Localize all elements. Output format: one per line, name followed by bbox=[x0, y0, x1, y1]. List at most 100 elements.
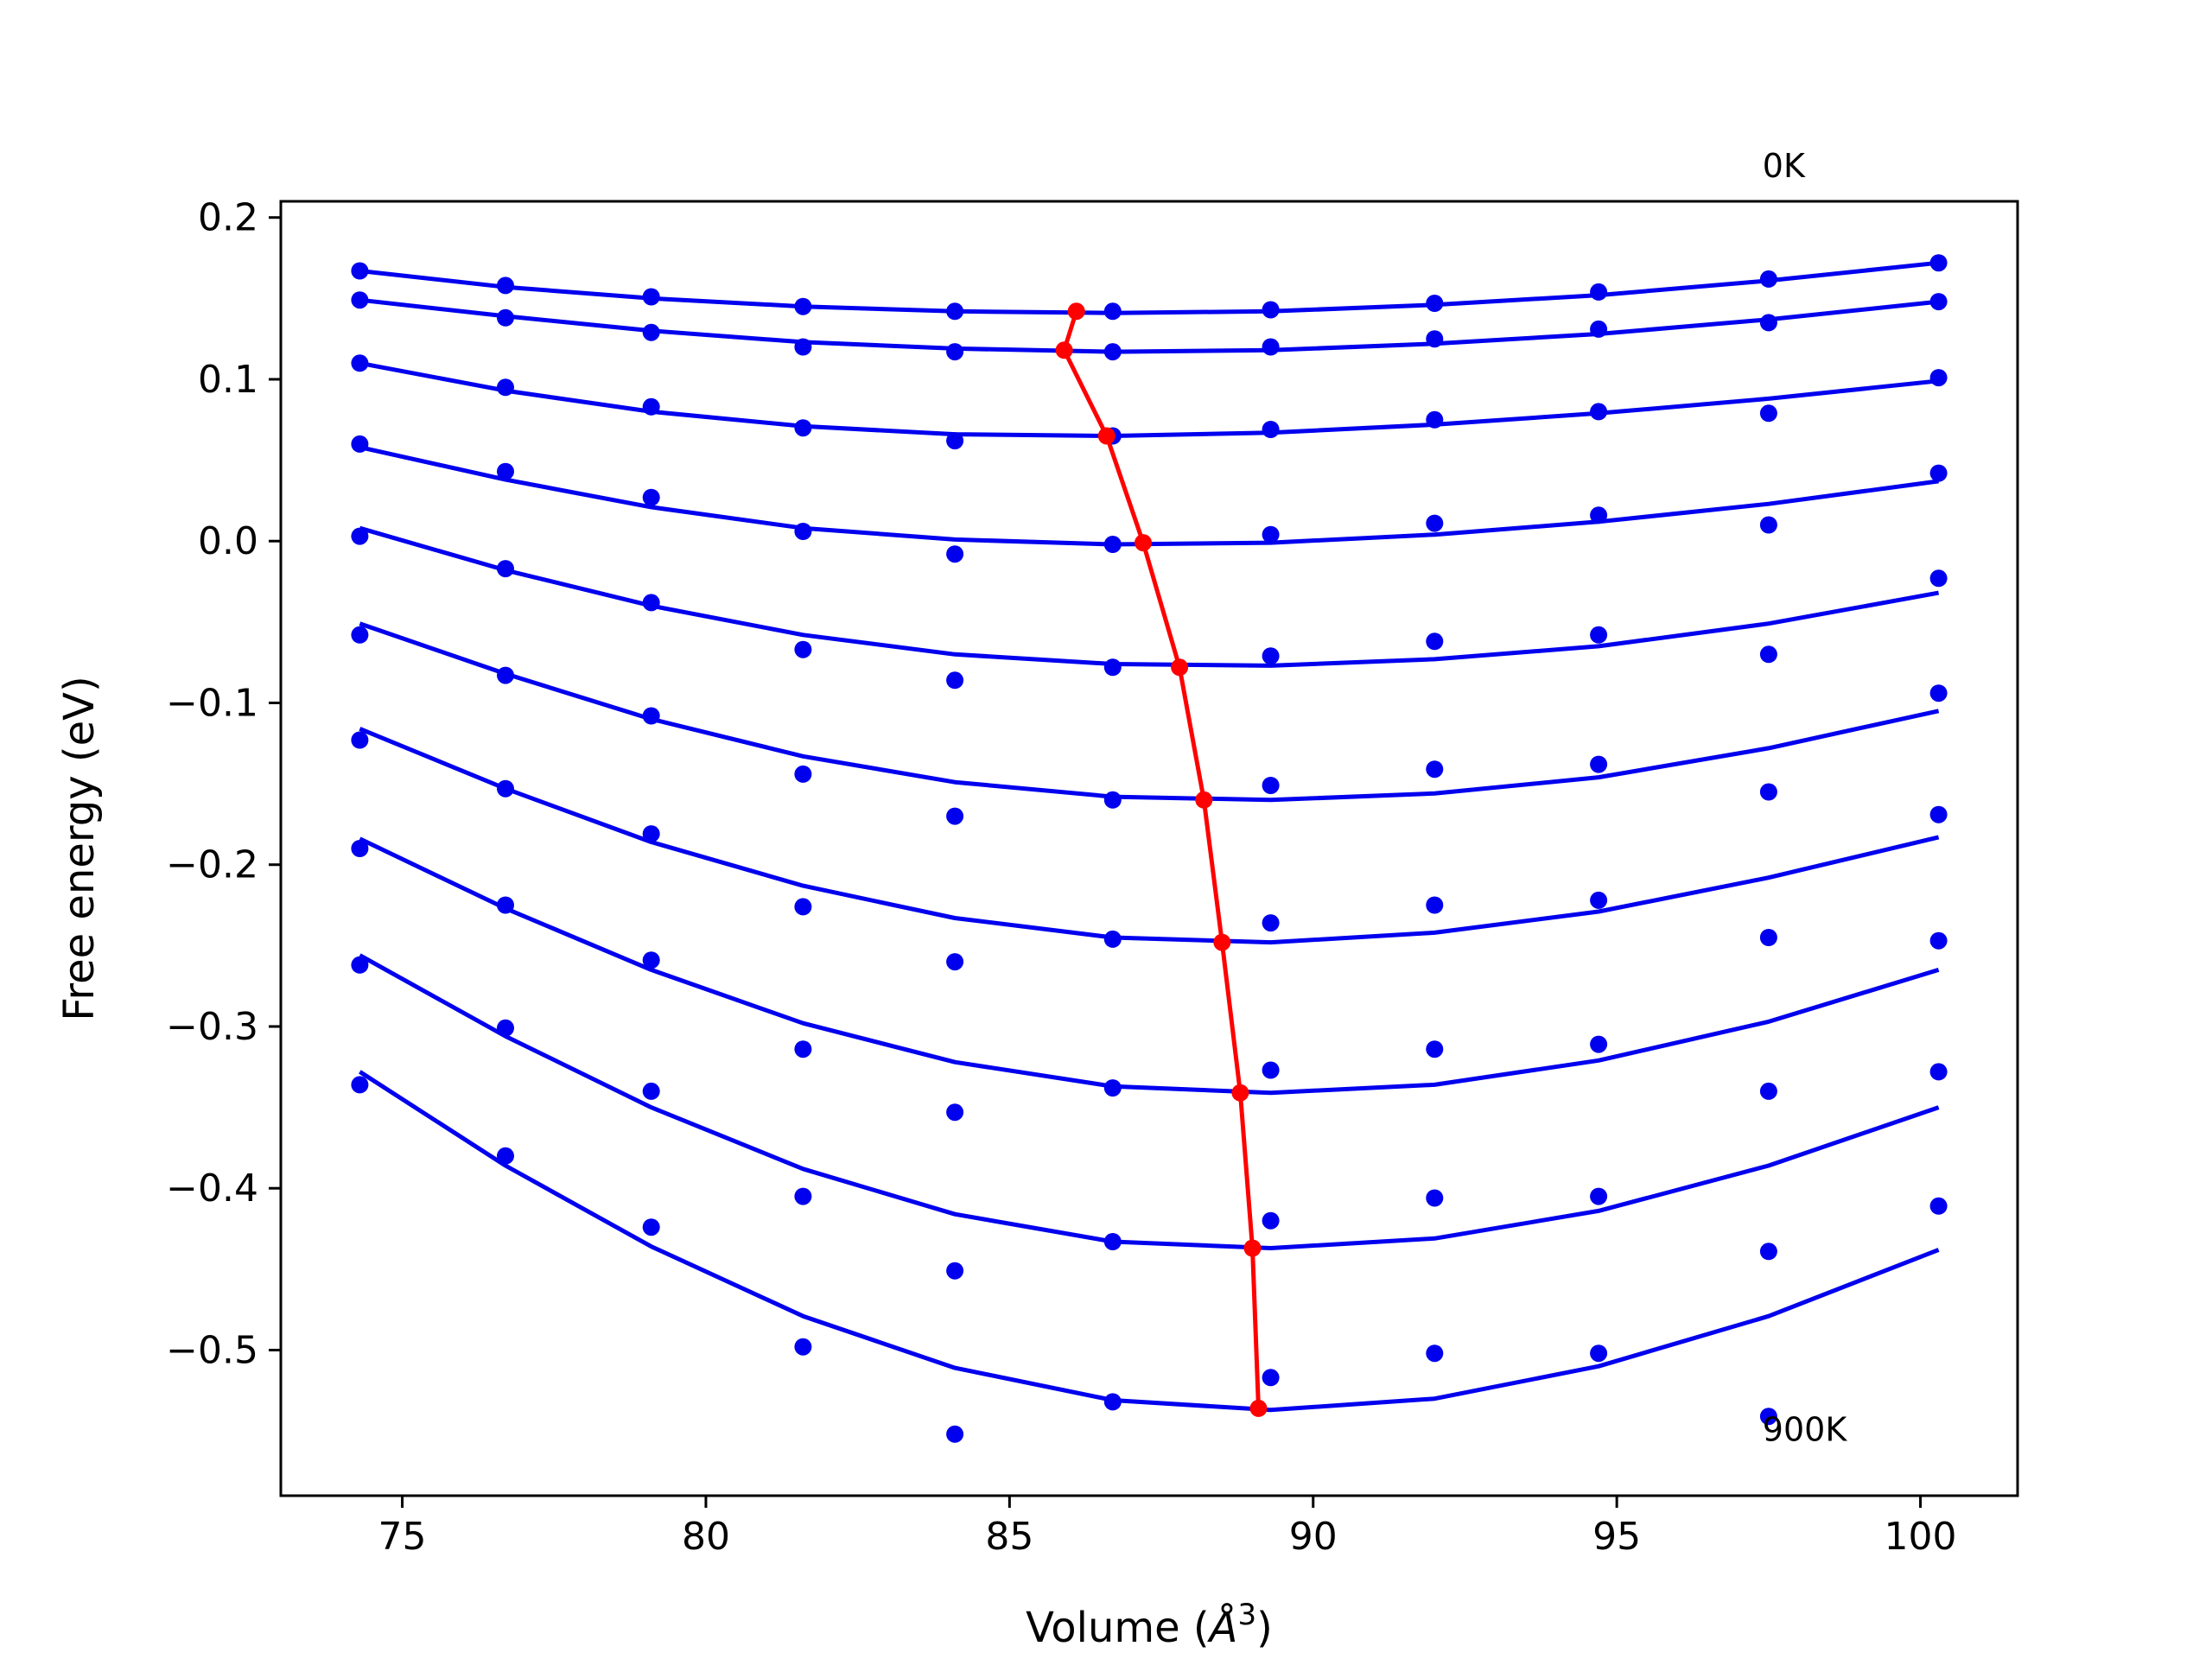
data-point-8-8 bbox=[1590, 1187, 1608, 1205]
data-point-6-2 bbox=[642, 825, 660, 843]
data-point-4-9 bbox=[1759, 645, 1777, 664]
x-tick-label-3: 90 bbox=[1289, 1515, 1338, 1559]
data-point-7-4 bbox=[946, 1103, 964, 1122]
data-point-1-10 bbox=[1929, 293, 1948, 311]
data-point-0-1 bbox=[497, 276, 514, 295]
data-point-1-9 bbox=[1759, 314, 1777, 332]
data-point-4-8 bbox=[1590, 626, 1608, 644]
data-point-5-3 bbox=[794, 765, 812, 783]
data-point-2-8 bbox=[1590, 403, 1608, 421]
data-point-7-5 bbox=[1103, 1079, 1122, 1097]
y-tick-label-7: 0.2 bbox=[198, 196, 258, 240]
data-point-9-5 bbox=[1103, 1393, 1122, 1411]
data-point-2-6 bbox=[1262, 421, 1280, 438]
data-point-3-10 bbox=[1929, 464, 1948, 482]
data-point-0-3 bbox=[794, 297, 812, 315]
y-tick-label-0: −0.5 bbox=[166, 1328, 258, 1372]
annotation-900k: 900K bbox=[1763, 1410, 1848, 1448]
data-point-8-6 bbox=[1262, 1211, 1280, 1230]
data-point-0-4 bbox=[946, 302, 964, 321]
y-tick-label-6: 0.1 bbox=[198, 358, 258, 402]
x-tick-label-5: 100 bbox=[1885, 1515, 1957, 1559]
data-point-7-6 bbox=[1262, 1061, 1280, 1079]
data-point-2-4 bbox=[946, 432, 964, 450]
data-point-2-9 bbox=[1759, 404, 1777, 423]
y-axis-label: Free energy (eV) bbox=[55, 676, 104, 1020]
minimum-point-4 bbox=[1171, 658, 1189, 677]
data-point-9-8 bbox=[1590, 1344, 1608, 1363]
data-point-7-3 bbox=[794, 1040, 812, 1058]
data-point-0-8 bbox=[1590, 283, 1608, 301]
axes-frame bbox=[279, 200, 2019, 1497]
x-axis-label: Volume (Å3) bbox=[1026, 1598, 1273, 1652]
annotation-0k: 0K bbox=[1763, 147, 1806, 185]
data-point-7-9 bbox=[1759, 1082, 1777, 1100]
data-point-0-2 bbox=[642, 288, 660, 306]
minimum-point-8 bbox=[1243, 1239, 1262, 1257]
data-point-4-4 bbox=[946, 671, 964, 690]
data-point-8-5 bbox=[1103, 1233, 1122, 1250]
data-point-9-10 bbox=[1929, 1197, 1948, 1215]
data-point-9-1 bbox=[497, 1147, 514, 1165]
plot-area bbox=[351, 254, 1948, 1443]
data-point-3-2 bbox=[642, 488, 660, 506]
x-tick-label-2: 85 bbox=[985, 1515, 1033, 1559]
data-point-1-8 bbox=[1590, 320, 1608, 338]
minimum-line bbox=[1062, 310, 1261, 1408]
minimum-point-3 bbox=[1135, 534, 1152, 552]
data-point-5-8 bbox=[1590, 755, 1608, 773]
data-point-8-0 bbox=[351, 956, 369, 974]
data-point-3-7 bbox=[1426, 514, 1444, 532]
x-axis-label-text: Volume ( bbox=[1026, 1604, 1210, 1652]
data-point-4-7 bbox=[1426, 632, 1444, 651]
y-tick-label-1: −0.4 bbox=[166, 1166, 258, 1211]
minimum-point-6 bbox=[1213, 933, 1231, 951]
data-point-3-3 bbox=[794, 523, 812, 540]
data-point-0-6 bbox=[1262, 301, 1280, 319]
y-tick-label-4: −0.1 bbox=[166, 681, 258, 725]
data-point-6-3 bbox=[794, 898, 812, 916]
axis-ticks: 75 80 85 90 95 100 −0.5 −0.4 −0.3 −0.2 −0.1 0.0 0.1 0… bbox=[166, 196, 1956, 1559]
data-point-4-5 bbox=[1103, 658, 1122, 677]
data-point-0-9 bbox=[1759, 270, 1777, 288]
data-point-6-6 bbox=[1262, 914, 1280, 932]
data-point-1-1 bbox=[497, 308, 514, 327]
data-point-7-7 bbox=[1426, 1040, 1444, 1058]
data-point-1-3 bbox=[794, 338, 812, 356]
data-point-5-9 bbox=[1759, 783, 1777, 801]
data-point-3-4 bbox=[946, 545, 964, 563]
data-point-6-9 bbox=[1759, 929, 1777, 946]
data-point-2-0 bbox=[351, 354, 369, 372]
data-point-6-4 bbox=[946, 953, 964, 971]
data-point-2-7 bbox=[1426, 410, 1444, 429]
data-point-5-7 bbox=[1426, 760, 1444, 779]
data-point-9-4 bbox=[946, 1425, 964, 1443]
data-point-2-10 bbox=[1929, 369, 1948, 387]
data-point-4-6 bbox=[1262, 647, 1280, 665]
data-point-0-5 bbox=[1103, 302, 1122, 321]
data-point-3-6 bbox=[1262, 525, 1280, 543]
data-point-6-8 bbox=[1590, 891, 1608, 909]
data-point-4-3 bbox=[794, 640, 812, 658]
data-point-7-2 bbox=[642, 951, 660, 969]
x-axis-label-exponent: 3 bbox=[1237, 1598, 1256, 1632]
data-point-1-0 bbox=[351, 291, 369, 309]
x-tick-label-4: 95 bbox=[1592, 1515, 1641, 1559]
y-tick-label-3: −0.2 bbox=[166, 843, 258, 887]
data-point-8-7 bbox=[1426, 1189, 1444, 1207]
data-point-9-7 bbox=[1426, 1344, 1444, 1363]
data-point-2-2 bbox=[642, 397, 660, 416]
minimum-point-5 bbox=[1195, 791, 1213, 809]
x-tick-label-1: 80 bbox=[682, 1515, 730, 1559]
data-point-4-10 bbox=[1929, 569, 1948, 588]
data-point-9-0 bbox=[351, 1076, 369, 1094]
data-point-7-0 bbox=[351, 840, 369, 857]
data-point-8-4 bbox=[946, 1262, 964, 1280]
y-tick-label-2: −0.3 bbox=[166, 1005, 258, 1049]
data-point-4-2 bbox=[642, 594, 660, 612]
data-point-5-1 bbox=[497, 666, 514, 684]
data-point-4-0 bbox=[351, 527, 369, 545]
data-point-5-5 bbox=[1103, 791, 1122, 809]
data-point-3-1 bbox=[497, 462, 514, 480]
